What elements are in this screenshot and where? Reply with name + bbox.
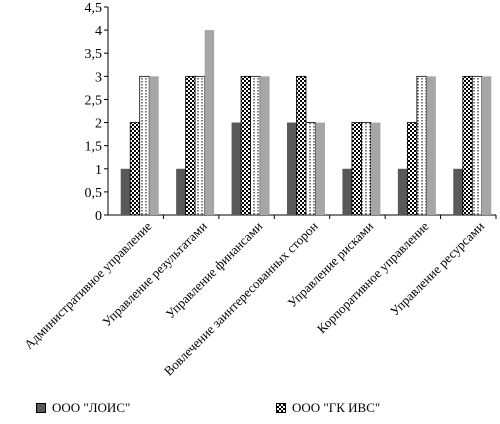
legend-item-lois: ООО "ЛОИС"	[36, 400, 130, 416]
bar-series-3	[250, 75, 261, 216]
chart-axes: 0 0,5 1 1,5 2 2,5 3 3,5 4 4,5	[85, 1, 497, 224]
bar-series-4	[149, 76, 159, 215]
bar-series-2	[240, 75, 251, 216]
bar-series-4	[204, 30, 215, 215]
bar-series-2	[406, 122, 418, 216]
bar-series-1	[176, 168, 186, 215]
y-tick-label: 2	[95, 117, 102, 132]
bar-series-1	[231, 122, 242, 215]
legend-swatch-lois	[36, 403, 46, 413]
legend-label-lois: ООО "ЛОИС"	[52, 400, 131, 415]
bar-series-3	[361, 122, 372, 216]
y-tick-label: 0,5	[85, 186, 103, 201]
x-category-label: Управление финансами	[163, 218, 266, 321]
bar-series-4	[370, 122, 381, 215]
bar-series-4	[260, 76, 270, 215]
bar-series-2	[129, 122, 141, 216]
x-category-label: Управление результатами	[99, 218, 210, 329]
chart-bars	[120, 30, 492, 216]
y-tick-label: 4	[95, 24, 102, 39]
bar-series-3	[194, 75, 206, 216]
legend-item-gk-ivs: ООО "ГК ИВС"	[276, 400, 380, 416]
bar-series-4	[315, 122, 325, 215]
bar-series-4	[426, 76, 436, 215]
legend-swatch-gk-ivs	[276, 403, 286, 413]
bar-series-1	[342, 168, 352, 215]
bar-series-3	[139, 75, 150, 216]
y-tick-label: 3,5	[85, 47, 103, 62]
bar-series-1	[397, 168, 408, 215]
bar-series-1	[120, 168, 131, 215]
y-tick-label: 3	[95, 70, 102, 85]
y-tick-label: 0	[95, 209, 102, 224]
bar-chart: 0 0,5 1 1,5 2 2,5 3 3,5 4 4,5 Административное уп…	[21, 1, 497, 379]
bar-series-2	[351, 122, 362, 216]
y-tick-label: 2,5	[85, 93, 103, 108]
bar-series-2	[462, 75, 473, 216]
bar-series-1	[287, 122, 297, 215]
y-tick-label: 1	[95, 163, 102, 178]
bar-series-4	[481, 76, 492, 215]
bar-series-2	[185, 75, 196, 216]
x-category-label: Корпоративное управление	[314, 218, 432, 336]
x-category-label: Управление ресурсами	[387, 218, 487, 318]
bar-series-2	[296, 75, 307, 216]
bar-series-1	[453, 168, 463, 215]
legend-label-gk-ivs: ООО "ГК ИВС"	[292, 400, 381, 415]
bar-series-3	[471, 75, 483, 216]
y-tick-label: 1,5	[85, 140, 103, 155]
y-tick-label: 4,5	[85, 1, 103, 16]
bar-series-3	[416, 75, 427, 216]
bar-series-3	[305, 122, 316, 216]
